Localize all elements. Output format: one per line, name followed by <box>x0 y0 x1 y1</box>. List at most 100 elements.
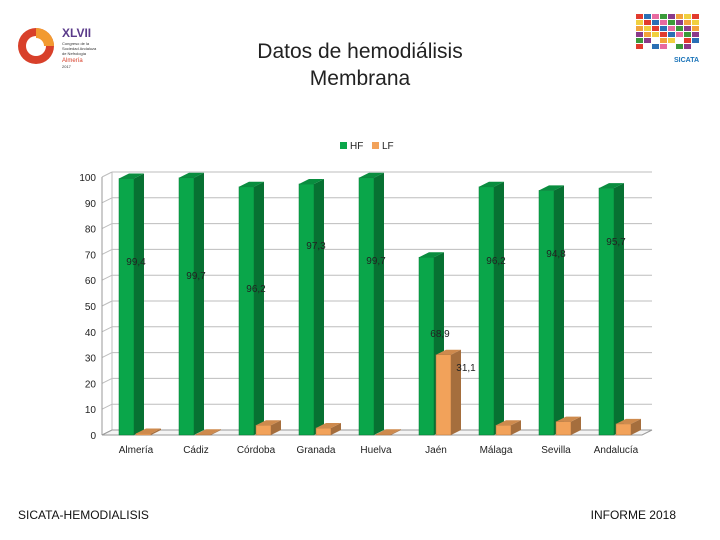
y-tick-label: 80 <box>85 225 97 236</box>
bar-lf-5 <box>375 429 401 436</box>
mosaic-tile <box>660 26 667 31</box>
grid-line-side <box>101 248 113 255</box>
sicata-logo-text: SICATA <box>674 57 699 64</box>
mosaic-tile <box>644 38 651 43</box>
bar-hf-2 <box>178 172 204 436</box>
y-tick-label: 20 <box>85 379 97 390</box>
bar-lf-1 <box>135 428 161 436</box>
bars <box>118 172 641 436</box>
mosaic-tile <box>652 32 659 37</box>
logo-roman: XLVII <box>62 26 91 40</box>
data-label: 96,2 <box>486 256 506 267</box>
mosaic-tile <box>660 32 667 37</box>
bar-hf-9 <box>598 183 624 436</box>
bar-hf-3 <box>238 181 264 436</box>
mosaic-tile <box>668 14 675 19</box>
mosaic-tile <box>684 32 691 37</box>
x-category-label: Granada <box>297 445 336 456</box>
grid-line-side <box>101 171 113 178</box>
grid-line-side <box>101 403 113 410</box>
x-category-label: Sevilla <box>541 445 571 456</box>
mosaic-tile <box>652 26 659 31</box>
mosaic-tile <box>636 14 643 19</box>
logo-city: Almería <box>62 58 83 64</box>
grid-line-side <box>101 326 113 333</box>
data-label: 96,2 <box>246 284 266 295</box>
y-tick-label: 30 <box>85 354 97 365</box>
mosaic-tile <box>676 20 683 25</box>
mosaic-tile <box>676 26 683 31</box>
mosaic-tile <box>644 20 651 25</box>
legend-swatch <box>340 142 347 149</box>
bar-lf-8 <box>555 416 581 436</box>
mosaic-tile <box>644 14 651 19</box>
mosaic-tile <box>660 14 667 19</box>
mosaic-tile <box>652 14 659 19</box>
mosaic-tile <box>692 20 699 25</box>
grid-line-side <box>101 223 113 230</box>
x-category-label: Almería <box>119 445 154 456</box>
data-labels: Almería Cádiz Córdoba Granada Huelva Jaén Mála… <box>119 237 639 456</box>
sicata-logo: SICATA <box>636 14 699 64</box>
bar-lf-7 <box>495 420 521 436</box>
x-category-label: Jaén <box>425 445 447 456</box>
mosaic-tile <box>676 14 683 19</box>
mosaic-tile <box>684 38 691 43</box>
mosaic-tile <box>636 20 643 25</box>
bar-hf-7 <box>478 181 504 436</box>
bar-hf-1 <box>118 173 144 436</box>
mosaic-tile <box>692 32 699 37</box>
data-label: 99,7 <box>366 256 386 267</box>
x-category-label: Cádiz <box>183 445 209 456</box>
bar-lf-2 <box>195 429 221 436</box>
mosaic-tile <box>668 20 675 25</box>
grid-line-side <box>101 274 113 281</box>
mosaic-tile <box>676 44 683 49</box>
y-tick-label: 70 <box>85 250 97 261</box>
mosaic-tile <box>692 38 699 43</box>
mosaic-tile <box>684 44 691 49</box>
mosaic-tile <box>644 32 651 37</box>
chart-title-line2: Membrana <box>309 67 411 90</box>
grid-line-side <box>101 300 113 307</box>
mosaic-tile <box>676 32 683 37</box>
mosaic-tile <box>636 32 643 37</box>
logo-circle-inner <box>26 36 46 56</box>
data-label: 99,4 <box>126 257 146 268</box>
mosaic-tile <box>660 20 667 25</box>
legend: HF LF <box>340 141 394 152</box>
y-tick-label: 100 <box>79 173 96 184</box>
logo-line3: Sociedad Andaluza <box>62 46 97 51</box>
bar-lf-4 <box>315 423 341 436</box>
mosaic <box>636 14 699 49</box>
mosaic-tile <box>652 20 659 25</box>
bar-lf-9 <box>615 418 641 436</box>
data-label: 68,9 <box>430 329 450 340</box>
logo-line4: de Nefrología <box>62 51 87 56</box>
x-category-label: Córdoba <box>237 445 276 456</box>
y-tick-label: 90 <box>85 199 97 210</box>
congress-logo: XLVII Congreso de la Sociedad Andaluza d… <box>18 26 97 69</box>
y-tick-label: 60 <box>85 276 97 287</box>
mosaic-tile <box>684 14 691 19</box>
data-label: 99,7 <box>186 271 206 282</box>
mosaic-tile <box>660 38 667 43</box>
y-tick-label: 40 <box>85 328 97 339</box>
bar-hf-8 <box>538 185 564 436</box>
legend-label: LF <box>382 141 394 152</box>
mosaic-tile <box>668 26 675 31</box>
legend-label: HF <box>350 141 363 152</box>
chart-title: Datos de hemodiálisis Membrana <box>0 38 720 92</box>
bar-lf-6 <box>435 349 461 436</box>
y-tick-label: 0 <box>90 431 96 442</box>
footer-right-label: INFORME 2018 <box>590 508 676 522</box>
x-category-label: Andalucía <box>594 445 639 456</box>
mosaic-tile <box>684 20 691 25</box>
x-category-label: Málaga <box>480 445 513 456</box>
chart-title-line1: Datos de hemodiálisis <box>257 40 463 63</box>
logo-year: 2017 <box>62 64 72 69</box>
mosaic-tile <box>652 44 659 49</box>
data-label: 94,8 <box>546 249 566 260</box>
mosaic-tile <box>668 32 675 37</box>
